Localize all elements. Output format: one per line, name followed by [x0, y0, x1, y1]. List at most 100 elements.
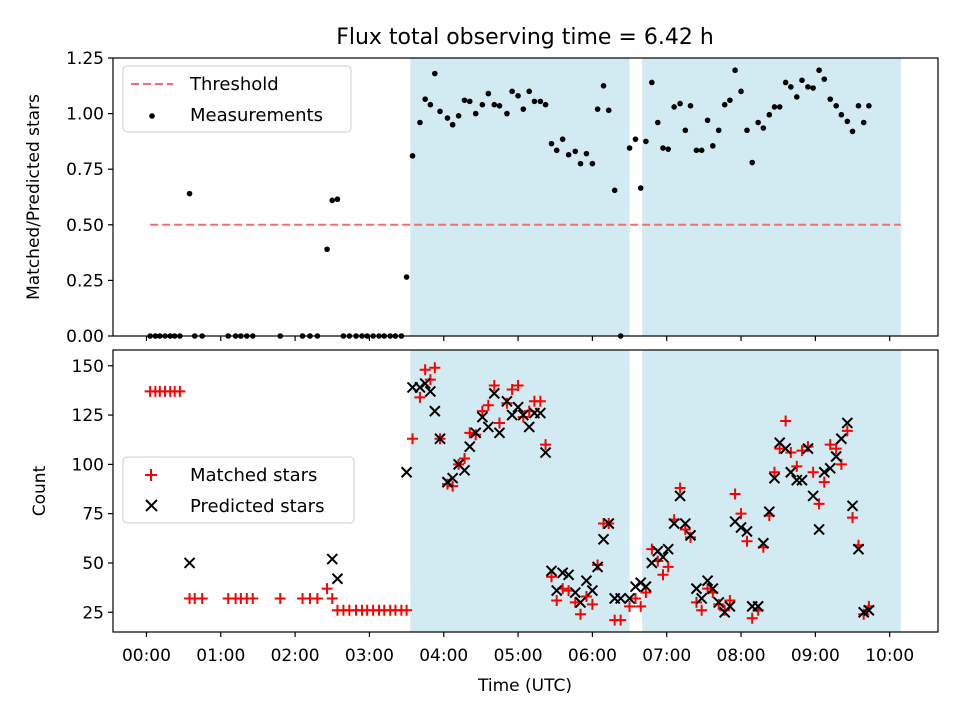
predicted-star-point [586, 584, 599, 597]
measurement-point [816, 67, 822, 74]
predicted-star-point [551, 584, 563, 597]
predicted-star-point [591, 561, 604, 573]
predicted-star-point [846, 500, 859, 512]
measurement-point [186, 190, 193, 197]
measurement-point [698, 147, 705, 154]
measurement-point [827, 96, 834, 102]
measurement-point [744, 127, 750, 134]
measurement-point [693, 147, 700, 154]
predicted-star-point [763, 505, 775, 518]
predicted-star-point [841, 417, 854, 429]
bottom-legend: Matched stars Predicted stars [122, 456, 355, 524]
measurement-point [422, 96, 428, 102]
matched-star-point [517, 411, 529, 423]
predicted-star-point [493, 427, 506, 439]
predicted-star-point [569, 586, 582, 599]
measurement-point [682, 127, 689, 134]
matched-star-point [586, 598, 598, 610]
predicted-star-point [813, 523, 825, 536]
predicted-star-point [741, 525, 753, 538]
x-tick-label: 06:00 [568, 646, 617, 666]
matched-star-point [534, 395, 546, 407]
matched-star-point [813, 498, 825, 510]
y-tick-label: 0.50 [66, 216, 104, 236]
legend-predicted-label: Predicted stars [190, 496, 324, 517]
measurement-point [583, 150, 590, 157]
predicted-star-point [183, 557, 196, 569]
legend-predicted-swatch [145, 499, 158, 512]
matched-star-point [493, 417, 505, 429]
predicted-star-point [326, 553, 338, 565]
measurement-point [437, 108, 443, 115]
predicted-star-point [674, 490, 686, 502]
predicted-star-point [545, 565, 558, 577]
matched-star-point [419, 364, 431, 376]
measurement-point [466, 98, 473, 105]
measurement-point [626, 145, 633, 151]
predicted-star-point [539, 446, 552, 459]
predicted-star-point [517, 409, 529, 421]
matched-star-point [657, 569, 669, 581]
predicted-star-point [488, 387, 500, 400]
matched-star-point [679, 523, 691, 535]
matched-star-point [196, 592, 208, 604]
matched-star-point [729, 488, 741, 500]
bottom-panel: 25 50 75 100 125 150 00:00 01:00 02:00 03:00 04:00… [30, 349, 939, 696]
predicted-star-point [580, 575, 593, 587]
y-tick-label: 125 [72, 406, 104, 426]
matched-star-point [476, 405, 488, 417]
predicted-star-point [807, 490, 819, 502]
measurement-point [838, 111, 845, 118]
measurement-point [329, 197, 336, 204]
predicted-star-point [469, 427, 482, 439]
measurement-point [548, 140, 555, 147]
predicted-star-point [446, 472, 459, 484]
top-y-label: Matched/Predicted stars [24, 94, 44, 300]
measurement-point [760, 125, 767, 131]
top-axes-frame [112, 57, 939, 337]
x-tick-label: 10:00 [865, 646, 914, 666]
measurement-point [324, 246, 330, 253]
legend-measurements-swatch [149, 113, 155, 119]
measurement-point [866, 103, 872, 109]
y-tick-label: 50 [82, 554, 104, 574]
measurement-point [643, 138, 649, 145]
measurement-point [687, 103, 694, 109]
matched-star-point [247, 592, 259, 604]
measurement-point [403, 274, 410, 280]
measurement-point [738, 88, 744, 95]
predicted-star-point [501, 395, 513, 407]
matched-star-point [540, 439, 552, 451]
measurement-point [727, 97, 733, 104]
matched-star-point [501, 397, 513, 409]
matched-star-point [624, 600, 636, 612]
predicted-star-point [779, 442, 792, 455]
predicted-star-point [724, 600, 736, 613]
matched-star-point [674, 482, 686, 494]
y-tick-label: 1.25 [66, 49, 104, 69]
measurement-point [671, 104, 677, 110]
measurement-point [793, 94, 800, 100]
matched-star-point [459, 452, 471, 464]
matched-star-point [640, 587, 652, 599]
measurement-point [472, 110, 479, 117]
measurement-point [860, 119, 867, 126]
matched-star-point [311, 592, 323, 604]
predicted-star-point [757, 537, 770, 549]
predicted-star-point [690, 582, 703, 595]
measurement-point [427, 101, 434, 108]
measurement-point [409, 153, 416, 159]
predicted-star-point [429, 405, 441, 417]
matched-star-point [791, 460, 803, 472]
measurement-point [600, 83, 607, 89]
measurement-point [537, 98, 544, 105]
legend-measurements-label: Measurements [190, 105, 323, 126]
predicted-star-point [824, 462, 836, 475]
matched-star-point [488, 379, 500, 391]
predicted-star-point [419, 377, 431, 390]
x-axis-label: Time (UTC) [477, 676, 572, 696]
matched-star-point [741, 535, 753, 547]
predicted-star-point [830, 450, 842, 463]
measurement-point [531, 98, 538, 105]
